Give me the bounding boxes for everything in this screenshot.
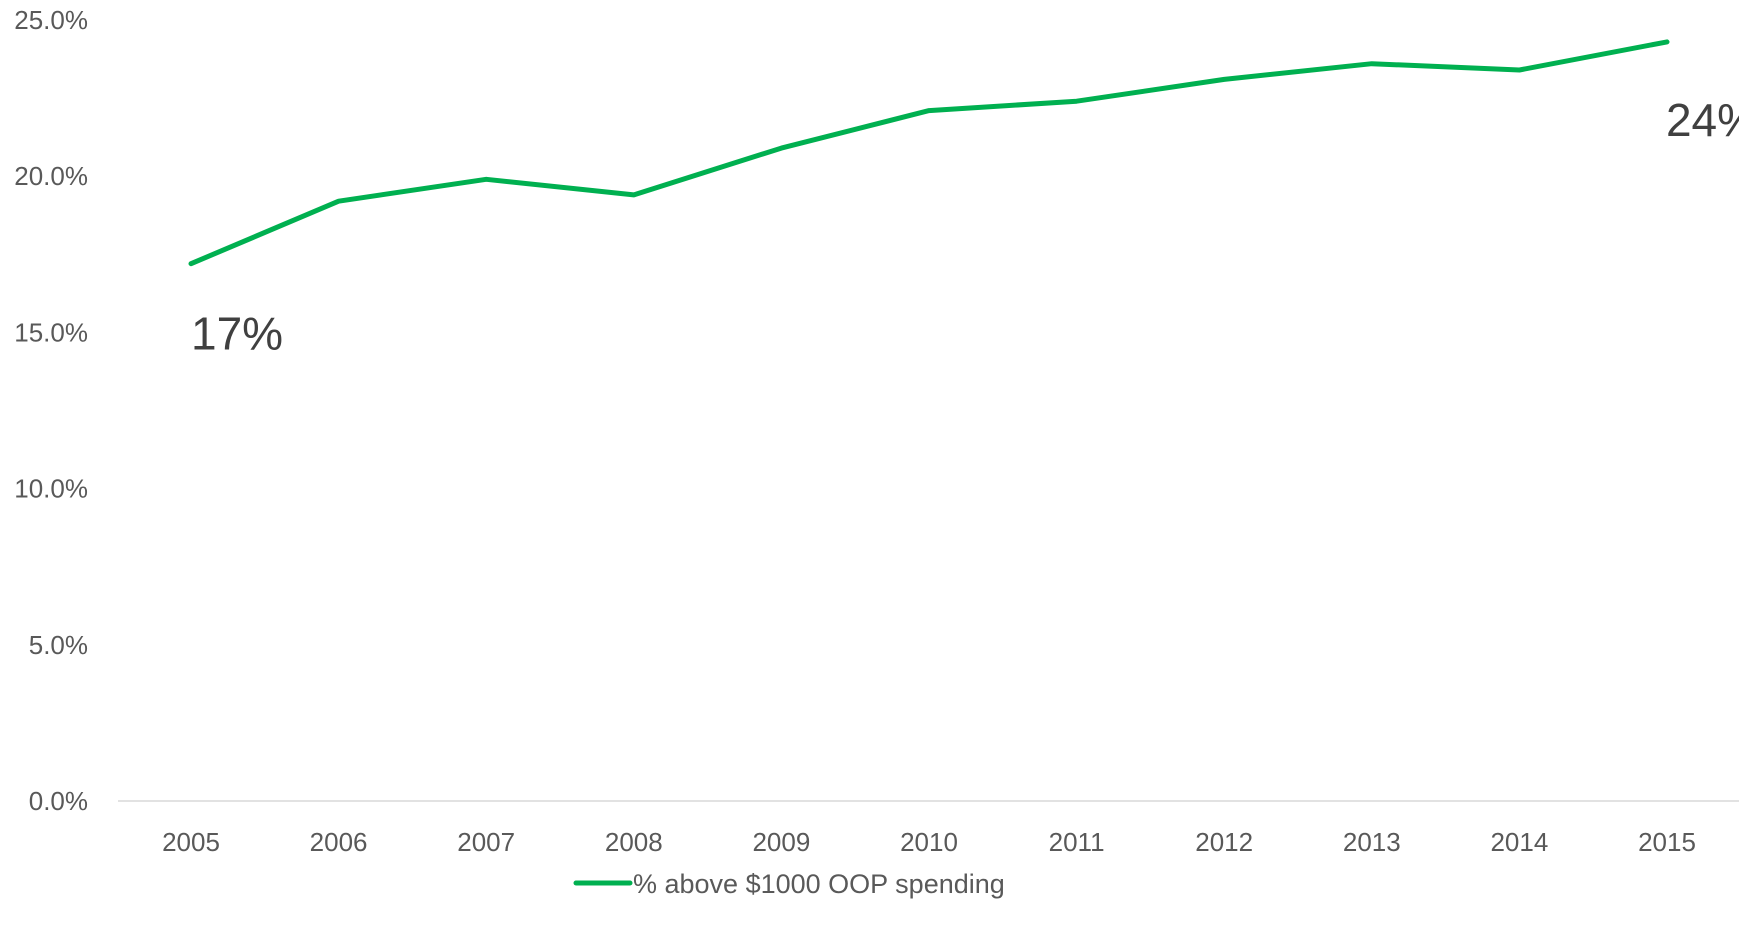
x-tick-label: 2009 xyxy=(752,827,810,857)
y-tick-label: 5.0% xyxy=(29,630,88,660)
x-axis-tick-labels: 2005 2006 2007 2008 2009 2010 2011 2012 2013 2014… xyxy=(162,827,1696,857)
y-tick-label: 15.0% xyxy=(14,317,88,347)
x-tick-label: 2007 xyxy=(457,827,515,857)
y-axis-tick-labels: 0.0% 5.0% 10.0% 15.0% 20.0% 25.0% xyxy=(14,5,88,816)
y-tick-label: 0.0% xyxy=(29,786,88,816)
legend: % above $1000 OOP spending xyxy=(573,869,1005,899)
x-tick-label: 2010 xyxy=(900,827,958,857)
x-tick-label: 2011 xyxy=(1049,827,1105,857)
series-line xyxy=(188,39,1670,267)
x-tick-label: 2013 xyxy=(1343,827,1401,857)
x-tick-label: 2012 xyxy=(1195,827,1253,857)
data-labels: 17% 24% xyxy=(191,94,1739,360)
y-tick-label: 20.0% xyxy=(14,161,88,191)
y-tick-label: 25.0% xyxy=(14,5,88,35)
data-label: 24% xyxy=(1666,94,1739,146)
x-tick-label: 2014 xyxy=(1490,827,1548,857)
y-tick-label: 10.0% xyxy=(14,474,88,504)
legend-label: % above $1000 OOP spending xyxy=(633,869,1005,899)
x-tick-label: 2008 xyxy=(605,827,663,857)
x-tick-label: 2015 xyxy=(1638,827,1696,857)
x-tick-label: 2005 xyxy=(162,827,220,857)
x-tick-label: 2006 xyxy=(310,827,368,857)
data-label: 17% xyxy=(191,308,283,360)
series-lines xyxy=(188,39,1670,267)
